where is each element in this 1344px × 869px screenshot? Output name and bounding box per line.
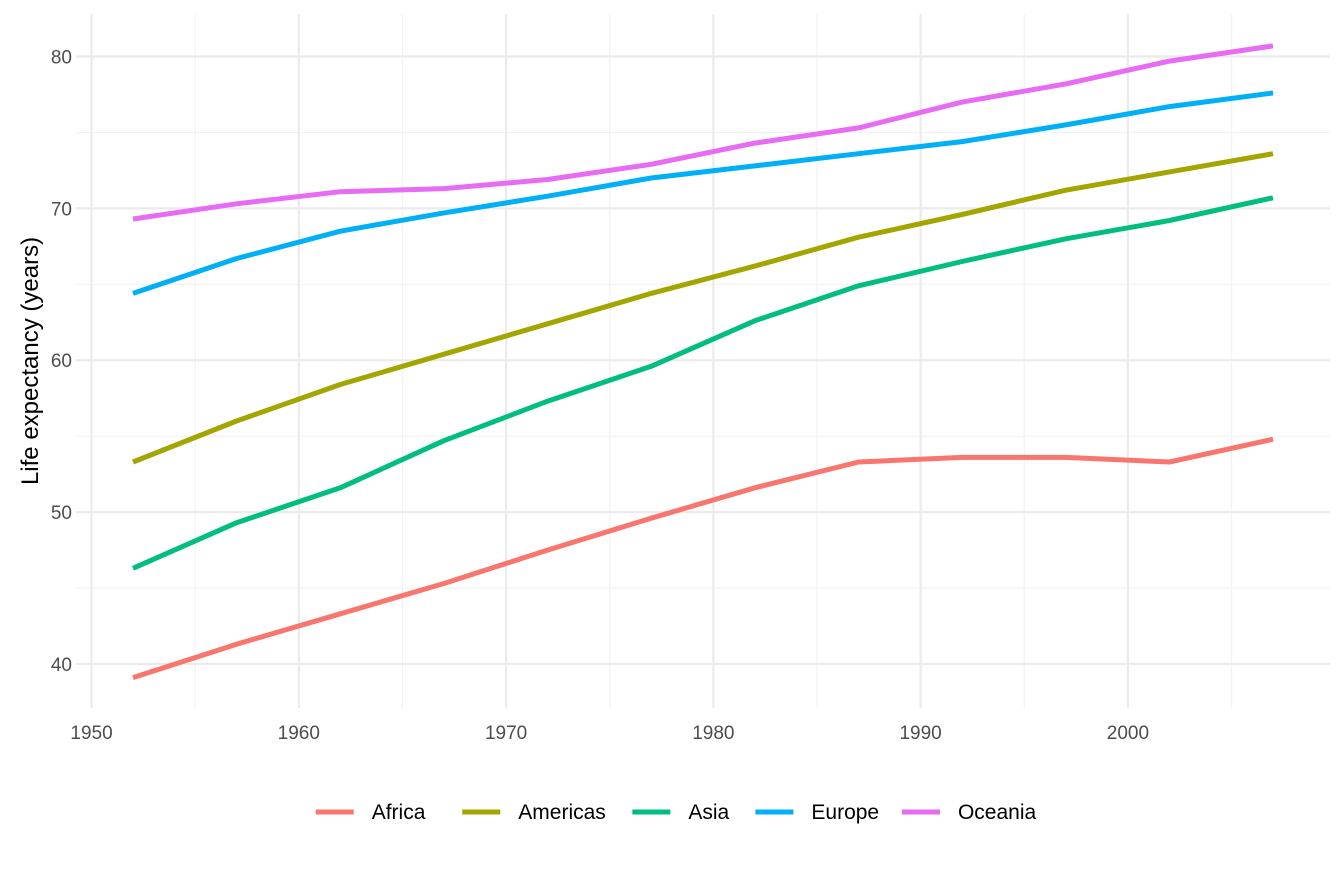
legend-label-africa: Africa (372, 801, 426, 824)
legend-label-americas: Americas (518, 801, 606, 824)
series-line-europe (132, 90, 1274, 296)
series-line-americas (132, 151, 1274, 465)
series-line-africa (132, 436, 1274, 680)
y-tick-label: 80 (51, 48, 72, 69)
x-tick-label: 1990 (899, 723, 941, 744)
x-tick-label: 1980 (692, 723, 734, 744)
y-tick-label: 50 (51, 503, 72, 524)
axes: 1950 1960 1970 1980 1990 2000 40 50 60 70 80 (51, 48, 1149, 744)
legend-label-asia: Asia (688, 801, 729, 824)
legend-label-europe: Europe (811, 801, 879, 824)
x-tick-label: 2000 (1107, 723, 1149, 744)
y-tick-label: 60 (51, 351, 72, 372)
series-line-oceania (132, 43, 1274, 222)
y-tick-label: 70 (51, 199, 72, 220)
x-tick-label: 1960 (278, 723, 320, 744)
x-tick-label: 1950 (70, 723, 112, 744)
legend-label-oceania: Oceania (958, 801, 1037, 824)
x-tick-label: 1970 (485, 723, 527, 744)
y-tick-label: 40 (51, 655, 72, 676)
y-axis-title: Life expectancy (years) (17, 237, 44, 485)
series-lines (131, 43, 1274, 680)
grid (76, 14, 1330, 708)
series-line-asia (131, 195, 1274, 571)
legend: Africa Americas Asia Europe Oceania (315, 801, 1037, 824)
